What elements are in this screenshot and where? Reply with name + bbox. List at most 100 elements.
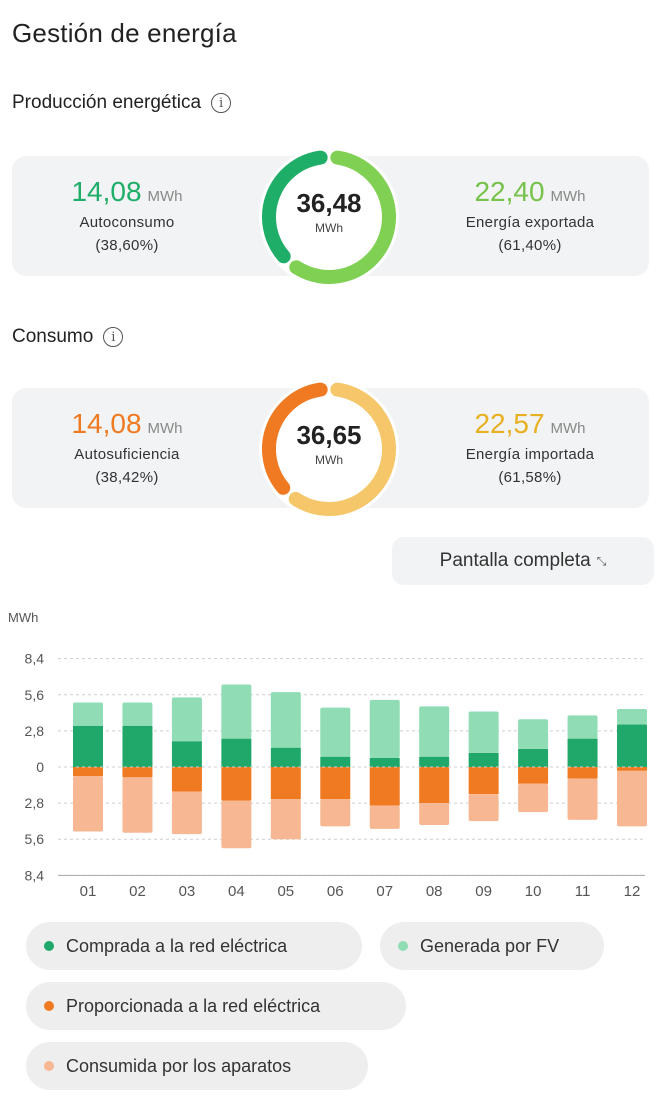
consumption-section-label: Consumo i <box>12 326 124 348</box>
self-consumption-unit: MWh <box>147 188 183 205</box>
self-consumption-arc <box>262 150 328 264</box>
self-sufficiency-unit: MWh <box>147 420 183 437</box>
bar-purchased <box>567 738 598 767</box>
fullscreen-button[interactable]: Pantalla completa ⤡ <box>392 537 654 585</box>
bar-purchased <box>617 724 647 767</box>
legend-dot-icon <box>398 941 408 951</box>
bar-consumed <box>73 776 103 832</box>
legend-dot-icon <box>44 941 54 951</box>
y-tick-label: 5,6 <box>25 831 45 847</box>
self-consumption-value: 14,08 <box>71 176 142 207</box>
imported-arc <box>288 382 396 516</box>
exported-arc <box>289 150 396 284</box>
self-consumption-percent: (38,60%) <box>95 237 159 254</box>
self-sufficiency-value: 14,08 <box>71 408 142 439</box>
legend-item-pv-generated[interactable]: Generada por FV <box>380 922 604 970</box>
y-tick-label: 8,4 <box>25 651 45 667</box>
bar-purchased <box>122 725 153 767</box>
self-consumption-label: Autoconsumo <box>79 214 175 231</box>
bar-pv-generated <box>617 708 647 725</box>
x-tick-label: 06 <box>327 883 344 900</box>
info-icon[interactable]: i <box>103 327 124 347</box>
bar-supplied <box>221 767 252 801</box>
bar-supplied <box>567 767 598 779</box>
expand-icon: ⤡ <box>596 553 607 568</box>
bar-consumed <box>122 777 153 833</box>
x-tick-label: 07 <box>376 883 393 900</box>
legend-item-purchased[interactable]: Comprada a la red eléctrica <box>26 922 362 970</box>
x-tick-label: 09 <box>475 883 492 900</box>
consumption-total-value: 36,65 <box>296 420 362 450</box>
bar-purchased <box>171 741 202 767</box>
imported-percent: (61,58%) <box>498 469 562 486</box>
bar-purchased <box>419 756 450 767</box>
x-tick-label: 12 <box>624 883 641 900</box>
self-sufficiency-label: Autosuficiencia <box>74 446 180 463</box>
bar-pv-generated <box>73 702 103 726</box>
bar-consumed <box>468 794 499 822</box>
y-tick-label: 2,8 <box>25 795 45 811</box>
bar-pv-generated <box>468 711 499 753</box>
x-tick-label: 05 <box>277 883 294 900</box>
bar-supplied <box>171 767 202 792</box>
x-tick-label: 02 <box>129 883 146 900</box>
bar-pv-generated <box>369 699 400 758</box>
y-tick-label: 0 <box>36 759 44 775</box>
bar-purchased <box>369 757 400 767</box>
bar-supplied <box>73 767 103 777</box>
imported-unit: MWh <box>550 420 586 437</box>
legend-item-supplied[interactable]: Proporcionada a la red eléctrica <box>26 982 406 1030</box>
bar-pv-generated <box>419 706 450 757</box>
bar-consumed <box>320 799 351 827</box>
bar-purchased <box>221 738 252 767</box>
imported-label: Energía importada <box>465 446 595 463</box>
energy-bar-chart: MWh 8,4 5,6 2,8 0 2,8 5,6 8,4 01 02 03 04 05 06 07 08 09… <box>8 610 647 900</box>
consumption-total-unit: MWh <box>315 453 343 467</box>
bar-consumed <box>221 800 252 849</box>
x-tick-label: 03 <box>179 883 196 900</box>
production-total: 36,48 MWh <box>249 188 409 235</box>
bar-purchased <box>270 747 301 767</box>
bar-supplied <box>369 767 400 806</box>
bar-supplied <box>518 767 549 784</box>
bar-consumed <box>518 783 549 813</box>
production-total-value: 36,48 <box>296 188 362 218</box>
imported-stat: 22,57 MWh Energía importada (61,58%) <box>420 408 640 486</box>
exported-value: 22,40 <box>474 176 545 207</box>
consumption-label: Consumo <box>12 326 94 347</box>
bar-pv-generated <box>171 697 202 742</box>
x-tick-label: 01 <box>80 883 97 900</box>
bar-consumed <box>617 770 647 827</box>
legend-item-consumed[interactable]: Consumida por los aparatos <box>26 1042 368 1090</box>
exported-percent: (61,40%) <box>498 237 562 254</box>
bar-supplied <box>419 767 450 804</box>
consumption-donut <box>259 379 399 519</box>
bar-purchased <box>73 725 103 767</box>
legend-label: Generada por FV <box>420 935 560 956</box>
bar-supplied <box>122 767 153 778</box>
x-tick-label: 08 <box>426 883 443 900</box>
y-axis-unit-label: MWh <box>8 610 38 625</box>
bar-supplied <box>468 767 499 795</box>
bar-purchased <box>320 756 351 767</box>
page-title: Gestión de energía <box>12 18 237 48</box>
production-label: Producción energética <box>12 92 202 113</box>
consumption-total: 36,65 MWh <box>249 420 409 467</box>
legend-label: Consumida por los aparatos <box>66 1055 292 1076</box>
bar-supplied <box>617 767 647 771</box>
exported-label: Energía exportada <box>465 214 595 231</box>
info-icon[interactable]: i <box>211 93 232 113</box>
bar-consumed <box>369 805 400 829</box>
bar-consumed <box>171 791 202 835</box>
legend-label: Comprada a la red eléctrica <box>66 935 288 956</box>
bar-supplied <box>320 767 351 800</box>
legend-dot-icon <box>44 1061 54 1071</box>
exported-unit: MWh <box>550 188 586 205</box>
x-tick-label: 11 <box>575 883 591 900</box>
bar-pv-generated <box>122 702 153 726</box>
x-tick-label: 04 <box>228 883 245 900</box>
bar-pv-generated <box>518 719 549 749</box>
y-tick-label: 8,4 <box>25 867 45 883</box>
production-section-label: Producción energética i <box>12 92 232 114</box>
bar-pv-generated <box>221 684 252 739</box>
